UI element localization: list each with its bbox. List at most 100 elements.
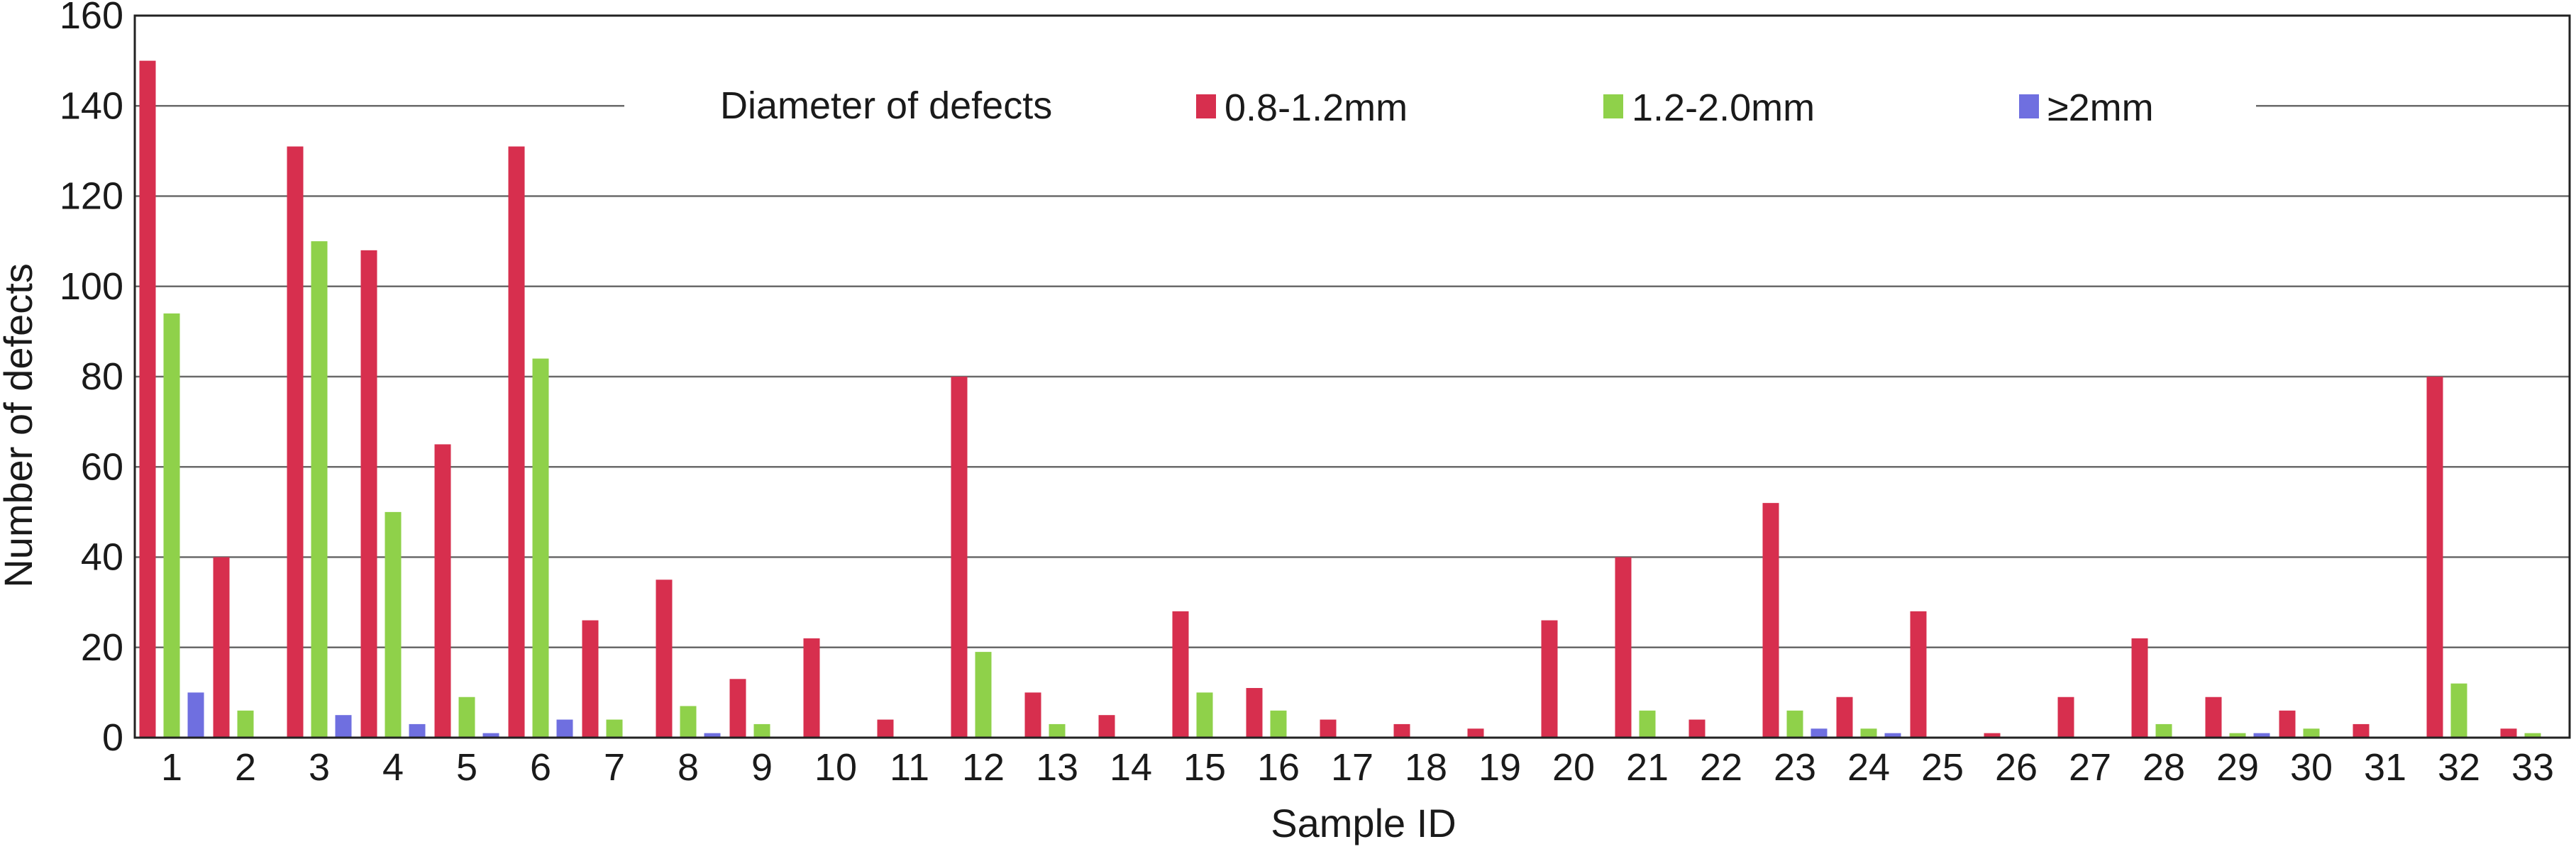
- bar-sample-22-series-1: [1688, 719, 1706, 738]
- x-tick-label: 16: [1257, 746, 1300, 789]
- bar-sample-12-series-2: [975, 652, 992, 738]
- bar-sample-21-series-1: [1615, 557, 1632, 738]
- y-tick-labels: 0 20 40 60 80 100 120 140 160: [60, 0, 123, 759]
- bar-sample-29-series-3: [2253, 733, 2270, 738]
- bar-sample-26-series-1: [1984, 733, 2001, 738]
- bar-sample-29-series-2: [2229, 733, 2246, 738]
- legend-title: Diameter of defects: [720, 84, 1052, 127]
- bar-sample-14-series-1: [1098, 715, 1115, 738]
- bar-sample-18-series-1: [1393, 723, 1410, 738]
- x-axis-label: Sample ID: [1271, 801, 1456, 845]
- bar-sample-8-series-3: [704, 733, 721, 738]
- x-tick-label: 8: [678, 746, 699, 789]
- bar-sample-32-series-2: [2450, 683, 2467, 738]
- bar-sample-5-series-2: [458, 697, 475, 738]
- bar-sample-25-series-1: [1910, 611, 1927, 738]
- bar-sample-6-series-1: [508, 146, 525, 738]
- x-tick-label: 19: [1478, 746, 1521, 789]
- y-tick-label: 20: [81, 626, 123, 669]
- y-tick-label: 140: [60, 84, 123, 127]
- legend-swatch-0.8-1.2mm: [1196, 94, 1216, 118]
- bar-sample-33-series-1: [2500, 728, 2517, 738]
- plot-frame: [133, 14, 2571, 739]
- bar-sample-3-series-3: [335, 715, 352, 738]
- bar-sample-8-series-2: [680, 706, 697, 738]
- bar-sample-33-series-2: [2524, 733, 2541, 738]
- x-tick-label: 7: [604, 746, 625, 789]
- bar-sample-23-series-3: [1811, 728, 1828, 738]
- bar-sample-15-series-2: [1196, 692, 1213, 738]
- bar-sample-28-series-2: [2155, 723, 2172, 738]
- bar-sample-31-series-1: [2353, 723, 2370, 738]
- x-tick-label: 23: [1774, 746, 1816, 789]
- x-tick-label: 4: [382, 746, 404, 789]
- y-tick-label: 160: [60, 0, 123, 37]
- bar-sample-8-series-1: [656, 579, 673, 738]
- y-tick-label: 60: [81, 445, 123, 488]
- bar-sample-28-series-1: [2131, 638, 2148, 738]
- x-tick-label: 17: [1331, 746, 1373, 789]
- bar-sample-5-series-1: [434, 444, 451, 738]
- bar-sample-1-series-2: [163, 313, 180, 738]
- x-tick-label: 2: [235, 746, 256, 789]
- bar-sample-4-series-1: [360, 250, 377, 738]
- legend-background: [624, 74, 2256, 142]
- bar-sample-13-series-2: [1049, 723, 1066, 738]
- x-tick-label: 25: [1921, 746, 1964, 789]
- bar-sample-1-series-3: [187, 692, 204, 738]
- x-tick-label: 12: [962, 746, 1005, 789]
- x-tick-label: 20: [1552, 746, 1595, 789]
- x-tick-label: 10: [814, 746, 857, 789]
- bar-sample-16-series-1: [1246, 688, 1263, 738]
- legend-swatch-1.2-2.0mm: [1603, 94, 1623, 118]
- legend-label-1.2-2.0mm: 1.2-2.0mm: [1632, 87, 1815, 129]
- y-tick-label: 80: [81, 355, 123, 398]
- bar-sample-30-series-2: [2303, 728, 2320, 738]
- bar-sample-27-series-1: [2057, 697, 2074, 738]
- bar-sample-16-series-2: [1270, 710, 1287, 738]
- bar-sample-29-series-1: [2205, 697, 2222, 738]
- legend-label-2mm-plus: ≥2mm: [2047, 87, 2154, 129]
- x-tick-labels: 1 2 3 4 5 6 7 8 9 10 11 12 13 14 15 16 17 18 19 20 21 22 23 24 2…: [161, 746, 2554, 789]
- bar-sample-4-series-3: [409, 723, 426, 738]
- x-tick-label: 13: [1036, 746, 1078, 789]
- bar-sample-19-series-1: [1467, 728, 1484, 738]
- y-tick-label: 0: [102, 716, 123, 759]
- legend-swatch-2mm-plus: [2019, 94, 2039, 118]
- bar-sample-2-series-1: [213, 557, 230, 738]
- x-tick-label: 11: [890, 746, 929, 789]
- x-tick-label: 32: [2438, 746, 2480, 789]
- gridlines: [135, 105, 2570, 648]
- bar-sample-5-series-3: [482, 733, 499, 738]
- x-tick-label: 15: [1183, 746, 1226, 789]
- bar-sample-24-series-2: [1860, 728, 1877, 738]
- y-axis-label: Number of defects: [0, 263, 40, 588]
- bar-sample-30-series-1: [2279, 710, 2296, 738]
- bar-sample-3-series-2: [311, 241, 328, 738]
- bar-sample-15-series-1: [1172, 611, 1189, 738]
- bar-sample-1-series-1: [139, 60, 156, 738]
- bar-sample-6-series-2: [532, 358, 549, 738]
- bar-sample-9-series-2: [753, 723, 770, 738]
- legend-label-0.8-1.2mm: 0.8-1.2mm: [1225, 87, 1408, 129]
- x-tick-label: 6: [530, 746, 551, 789]
- bar-sample-24-series-3: [1884, 733, 1901, 738]
- x-tick-label: 33: [2511, 746, 2554, 789]
- x-tick-label: 27: [2069, 746, 2111, 789]
- bar-sample-17-series-1: [1320, 719, 1337, 738]
- x-tick-label: 9: [751, 746, 773, 789]
- x-tick-label: 26: [1995, 746, 2038, 789]
- bar-sample-12-series-1: [951, 377, 968, 738]
- x-tick-label: 5: [456, 746, 477, 789]
- x-tick-label: 31: [2364, 746, 2406, 789]
- bar-sample-24-series-1: [1836, 697, 1853, 738]
- bar-sample-11-series-1: [877, 719, 894, 738]
- bar-sample-4-series-2: [385, 511, 402, 738]
- y-tick-label: 40: [81, 536, 123, 579]
- x-tick-label: 14: [1110, 746, 1152, 789]
- legend: Diameter of defects 0.8-1.2mm 1.2-2.0mm …: [624, 74, 2256, 142]
- bar-sample-23-series-2: [1786, 710, 1803, 738]
- bar-sample-2-series-2: [237, 710, 254, 738]
- bars: [139, 60, 2541, 738]
